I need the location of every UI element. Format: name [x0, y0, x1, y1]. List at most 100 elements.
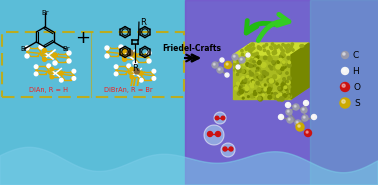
Circle shape [259, 76, 263, 81]
Circle shape [282, 43, 284, 46]
Circle shape [277, 45, 280, 47]
Circle shape [242, 85, 244, 87]
Circle shape [242, 53, 244, 56]
Circle shape [259, 86, 260, 88]
Circle shape [262, 71, 266, 74]
Circle shape [287, 63, 291, 67]
Circle shape [239, 89, 243, 94]
Circle shape [235, 62, 239, 66]
Circle shape [226, 74, 227, 75]
Circle shape [279, 58, 282, 61]
Circle shape [253, 53, 256, 56]
Circle shape [262, 89, 265, 92]
Circle shape [218, 68, 220, 70]
Circle shape [341, 83, 350, 92]
Circle shape [253, 92, 257, 96]
Circle shape [260, 88, 264, 92]
Circle shape [301, 107, 307, 113]
Circle shape [256, 55, 259, 58]
Circle shape [247, 46, 249, 48]
Circle shape [278, 87, 282, 91]
Circle shape [249, 71, 251, 72]
Circle shape [273, 62, 277, 65]
Circle shape [276, 46, 278, 48]
Circle shape [256, 60, 258, 61]
Circle shape [288, 95, 290, 97]
Circle shape [286, 50, 288, 53]
Circle shape [234, 86, 237, 88]
Circle shape [53, 61, 57, 65]
Circle shape [268, 95, 272, 99]
Circle shape [279, 58, 282, 61]
Circle shape [133, 53, 137, 57]
Circle shape [264, 91, 266, 93]
Circle shape [274, 91, 276, 93]
Circle shape [279, 71, 282, 74]
Circle shape [284, 86, 287, 89]
Circle shape [277, 97, 281, 101]
Circle shape [238, 85, 241, 88]
Text: C: C [353, 51, 359, 60]
Circle shape [341, 68, 349, 75]
Circle shape [253, 95, 255, 97]
Polygon shape [233, 55, 291, 99]
Circle shape [253, 58, 257, 62]
Circle shape [34, 65, 38, 68]
Circle shape [287, 110, 289, 112]
Circle shape [282, 50, 285, 52]
Circle shape [240, 91, 243, 94]
Circle shape [287, 80, 288, 83]
Circle shape [287, 44, 290, 46]
Circle shape [226, 63, 228, 65]
Circle shape [234, 61, 236, 63]
Circle shape [270, 82, 272, 85]
Circle shape [246, 65, 251, 69]
Polygon shape [233, 43, 309, 55]
Circle shape [301, 45, 304, 47]
Circle shape [267, 79, 271, 82]
Circle shape [237, 64, 240, 67]
Circle shape [223, 147, 227, 151]
Circle shape [280, 67, 284, 70]
Circle shape [274, 79, 277, 82]
Circle shape [288, 86, 291, 88]
Circle shape [281, 83, 284, 86]
Circle shape [237, 66, 238, 67]
Circle shape [282, 82, 284, 83]
Circle shape [280, 47, 282, 49]
Circle shape [291, 43, 294, 45]
Circle shape [263, 74, 266, 77]
Circle shape [270, 46, 272, 48]
Circle shape [259, 75, 263, 79]
Circle shape [285, 102, 291, 107]
Circle shape [305, 102, 306, 103]
Circle shape [287, 76, 291, 80]
Circle shape [286, 86, 289, 89]
Circle shape [281, 52, 283, 55]
Circle shape [246, 74, 251, 78]
Circle shape [277, 69, 281, 73]
Circle shape [285, 47, 288, 49]
Circle shape [276, 65, 280, 69]
Circle shape [249, 52, 252, 54]
Circle shape [243, 78, 247, 82]
Text: DiAn, R = H: DiAn, R = H [28, 87, 68, 93]
Circle shape [273, 52, 275, 55]
Circle shape [257, 88, 261, 91]
Circle shape [242, 77, 244, 79]
Circle shape [251, 85, 254, 88]
Text: Br: Br [20, 46, 28, 52]
Circle shape [285, 95, 289, 99]
Circle shape [267, 79, 269, 81]
Circle shape [260, 71, 263, 73]
Circle shape [265, 72, 268, 76]
Circle shape [235, 87, 237, 90]
Circle shape [242, 70, 246, 73]
Circle shape [288, 94, 291, 97]
Circle shape [302, 115, 308, 121]
Circle shape [273, 62, 275, 64]
Circle shape [279, 55, 283, 58]
Circle shape [252, 53, 254, 56]
Circle shape [250, 73, 253, 76]
Circle shape [213, 63, 215, 65]
